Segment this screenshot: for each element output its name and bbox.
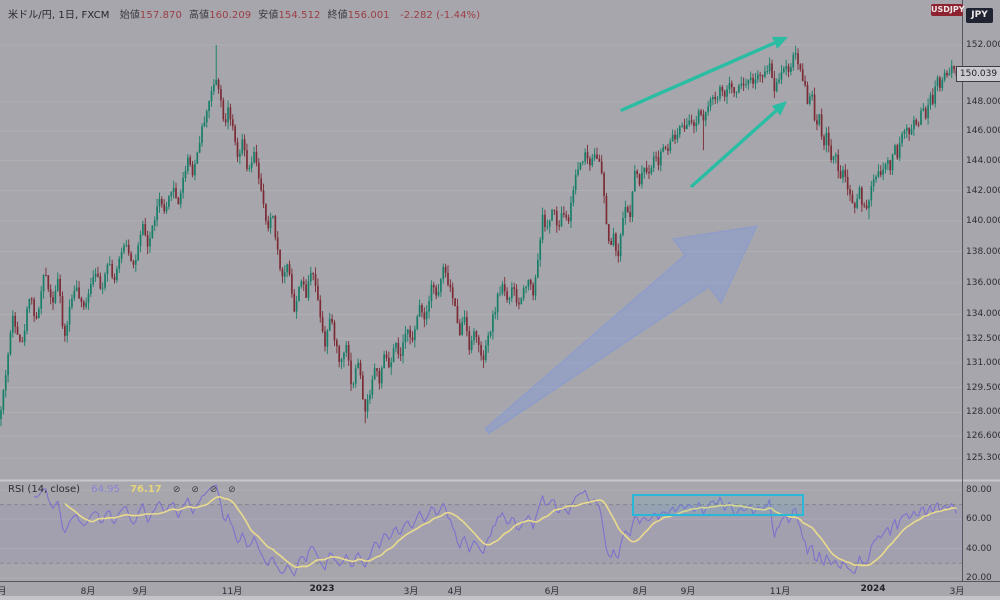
time-tick: 9月 [132,587,148,597]
rsi-signal-line [64,495,957,569]
price-tick: 125.300 [966,452,1000,463]
time-tick: 8月 [632,587,648,597]
price-tick: 132.500 [966,333,1000,344]
rsi-indicator-title: RSI (14, close) [8,484,81,495]
ohlc-label: 高値 [188,10,210,21]
rsi-tick: 20.00 [966,572,992,583]
price-tick: 144.000 [966,155,1000,166]
ohlc-values: 始値157.870 高値160.209 安値154.512 終値156.001 [113,10,390,21]
big-blue-arrow-drawing[interactable] [484,225,758,435]
ohlc-value: 160.209 [209,10,252,21]
price-tick: 148.000 [966,97,1000,107]
time-tick: 11月 [769,587,791,597]
drawing-annotations[interactable] [484,36,804,516]
price-tick: 126.600 [966,430,1000,441]
price-tick: 152.000 [966,40,1000,50]
time-tick: 3月 [949,587,965,597]
rsi-highlight-rectangle[interactable] [632,494,804,516]
time-tick: 6月 [544,587,560,597]
rsi-action-icons[interactable]: ⊘ ⊘ ⊘ ⊘ [172,485,240,495]
rsi-tick: 40.00 [966,543,992,554]
rsi-legend[interactable]: RSI (14, close) 64.95 76.17 ⊘ ⊘ ⊘ ⊘ [8,484,240,495]
symbol-legend[interactable]: 米ドル/円, 1日, FXCM 始値157.870 高値160.209 安値154.… [8,6,480,21]
time-tick: 9月 [680,587,696,597]
time-tick: 2023 [309,584,335,594]
time-tick: 11月 [221,587,243,597]
price-tick: 142.000 [966,185,1000,196]
ohlc-label: 始値 [119,10,140,21]
ohlc-label: 終値 [327,10,348,21]
price-tick: 134.000 [966,309,1000,320]
price-tick: 146.000 [966,126,1000,137]
symbol-badge: USDJPY [931,4,965,16]
price-tick: 128.000 [966,407,1000,418]
price-gridlines [0,44,962,459]
time-tick: 8月 [80,587,96,597]
ohlc-value: 156.001 [347,10,390,21]
rsi-tick: 60.00 [966,514,992,525]
candles [0,45,958,427]
rsi-value: 64.95 [91,484,120,495]
currency-toggle-button[interactable]: JPY [966,8,993,23]
symbol-title: 米ドル/円, 1日, FXCM [8,10,110,21]
time-tick: 3月 [403,587,419,597]
ohlc-label: 安値 [258,10,279,21]
teal-arrow-drawing-1[interactable] [620,36,788,112]
ohlc-value: 154.512 [278,10,321,21]
teal-arrow-drawing-2[interactable] [690,101,787,188]
rsi-signal-value: 76.17 [130,484,162,495]
price-tick: 131.000 [966,357,1000,368]
ohlc-value: 157.870 [139,10,182,21]
price-tick: 140.000 [966,215,1000,226]
time-tick: 月 [0,587,7,597]
rsi-tick: 80.00 [966,485,992,495]
price-tick: 136.000 [966,277,1000,288]
last-price-label: 150.039 [956,66,1000,82]
change-value: -2.282 (-1.44%) [400,10,481,21]
rsi-line [33,484,958,577]
price-tick: 138.000 [966,246,1000,257]
price-tick: 129.500 [966,382,1000,393]
time-tick: 2024 [860,584,886,594]
time-tick: 4月 [447,587,463,597]
